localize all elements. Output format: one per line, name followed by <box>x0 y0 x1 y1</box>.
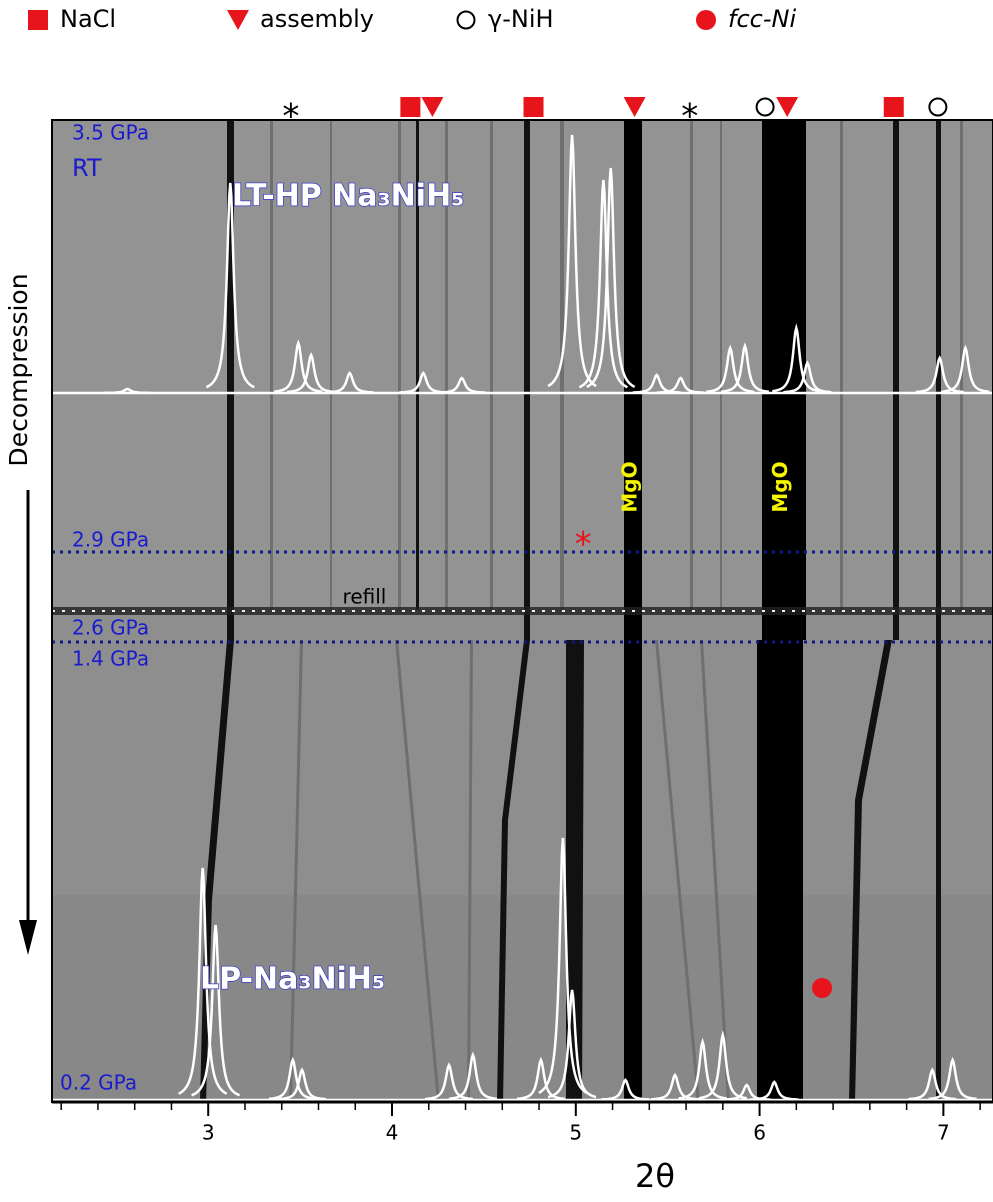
peak <box>191 924 241 1097</box>
peak <box>941 344 990 394</box>
x-label: 2θ <box>635 1157 675 1195</box>
legend-marker <box>456 10 476 30</box>
annotation: MgO <box>617 461 641 512</box>
pressure-label: 0.2 GPa <box>60 1071 137 1095</box>
asterisk: * <box>282 97 299 137</box>
detector-image <box>52 120 993 1102</box>
annotation: refill <box>343 585 387 609</box>
pressure-label: 1.4 GPa <box>72 647 149 671</box>
asterisk: * <box>681 97 698 137</box>
reflection-marker <box>421 97 444 117</box>
peak <box>772 323 821 393</box>
legend-label: γ-NiH <box>488 5 554 33</box>
pattern-label: LT-HP Na₃NiH₅ <box>232 179 464 214</box>
peak <box>547 989 597 1099</box>
x-tick-label: 4 <box>386 1121 399 1145</box>
x-tick-label: 7 <box>937 1121 950 1145</box>
x-tick-label: 3 <box>202 1121 215 1145</box>
peak <box>277 1067 327 1101</box>
legend-label: assembly <box>260 5 374 33</box>
pressure-label: 3.5 GPa <box>72 121 149 145</box>
peak <box>516 1056 566 1101</box>
x-tick-label: 6 <box>753 1121 766 1145</box>
peak <box>928 1056 977 1101</box>
peak <box>178 867 228 1095</box>
peak <box>437 376 486 394</box>
peak <box>750 1080 799 1101</box>
peak <box>678 1037 727 1100</box>
legend-label: NaCl <box>60 5 116 33</box>
y-label: Decompression <box>4 273 33 466</box>
reflection-marker <box>928 97 948 117</box>
peak <box>651 1072 699 1101</box>
peak <box>325 371 374 394</box>
peak <box>286 351 336 394</box>
pressure-label: 2.6 GPa <box>72 616 149 640</box>
peak <box>908 1067 957 1101</box>
peak <box>586 167 636 389</box>
x-tick-label: 5 <box>569 1121 582 1145</box>
asterisk: * <box>575 525 592 565</box>
reflection-marker <box>883 97 904 117</box>
legend-marker <box>28 10 48 30</box>
legend-marker <box>696 10 716 30</box>
reflection-marker <box>812 978 833 998</box>
reflection-marker <box>755 97 775 117</box>
peak <box>656 376 705 394</box>
pattern-label: LP-Na₃NiH₅ <box>200 962 385 997</box>
peak <box>915 355 964 394</box>
peak <box>538 837 588 1094</box>
peak <box>424 1062 474 1101</box>
reflection-marker <box>776 97 799 117</box>
peak <box>103 387 152 395</box>
legend-marker <box>227 10 249 30</box>
reflection-marker <box>523 97 544 117</box>
annotation: MgO <box>768 461 792 512</box>
peak <box>706 344 755 394</box>
arrow-head <box>19 920 37 955</box>
reflection-marker <box>623 97 646 117</box>
peak <box>632 373 681 394</box>
peak <box>205 182 255 389</box>
pressure-label: 2.9 GPa <box>72 528 149 552</box>
peak <box>268 1056 317 1101</box>
patterns <box>52 134 993 1102</box>
legend-label: fcc-Ni <box>728 5 796 33</box>
peak <box>720 342 770 393</box>
peak <box>448 1051 498 1101</box>
peak <box>578 179 628 389</box>
reflection-marker <box>400 97 421 117</box>
peak <box>783 360 832 394</box>
peak <box>274 339 323 393</box>
pressure-label: RT <box>72 154 102 182</box>
peak <box>601 1078 650 1101</box>
